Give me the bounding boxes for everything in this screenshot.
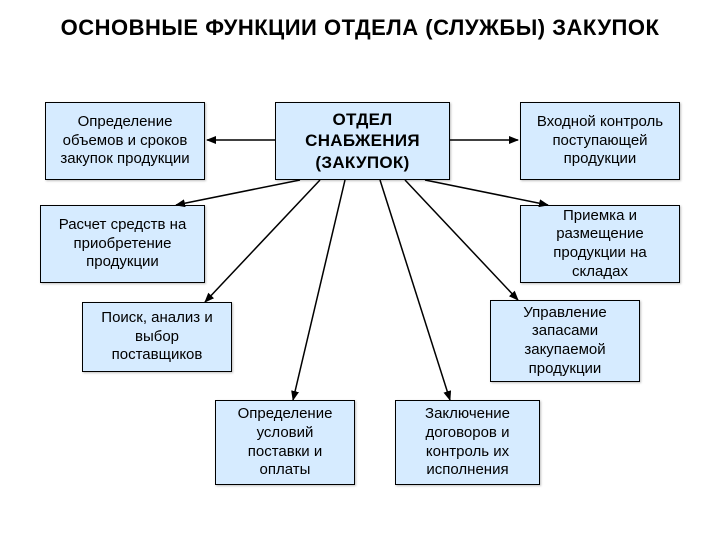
node-label: Поиск, анализ и выбор поставщиков	[91, 309, 223, 365]
node-n6: Управление запасами закупаемой продукции	[490, 300, 640, 382]
node-label: Приемка и размещение продукции на склада…	[529, 207, 671, 282]
node-n4: Приемка и размещение продукции на склада…	[520, 205, 680, 283]
arrow	[176, 180, 300, 205]
node-n5: Поиск, анализ и выбор поставщиков	[82, 302, 232, 372]
arrow	[293, 180, 345, 400]
node-label: Определение условий поставки и оплаты	[224, 405, 346, 480]
node-label: Расчет средств на приобретение продукции	[49, 216, 196, 272]
center-node: ОТДЕЛ СНАБЖЕНИЯ (ЗАКУПОК)	[275, 102, 450, 180]
node-label: Заключение договоров и контроль их испол…	[404, 405, 531, 480]
node-label: Входной контроль поступающей продукции	[529, 113, 671, 169]
node-n8: Заключение договоров и контроль их испол…	[395, 400, 540, 485]
center-node-label: ОТДЕЛ СНАБЖЕНИЯ (ЗАКУПОК)	[284, 109, 441, 173]
arrow	[205, 180, 320, 302]
node-n2: Входной контроль поступающей продукции	[520, 102, 680, 180]
arrow	[405, 180, 518, 300]
node-label: Определение объемов и сроков закупок про…	[54, 113, 196, 169]
page-title: ОСНОВНЫЕ ФУНКЦИИ ОТДЕЛА (СЛУЖБЫ) ЗАКУПОК	[0, 14, 720, 42]
node-label: Управление запасами закупаемой продукции	[499, 304, 631, 379]
node-n7: Определение условий поставки и оплаты	[215, 400, 355, 485]
node-n3: Расчет средств на приобретение продукции	[40, 205, 205, 283]
arrow	[380, 180, 450, 400]
node-n1: Определение объемов и сроков закупок про…	[45, 102, 205, 180]
arrow	[425, 180, 548, 205]
